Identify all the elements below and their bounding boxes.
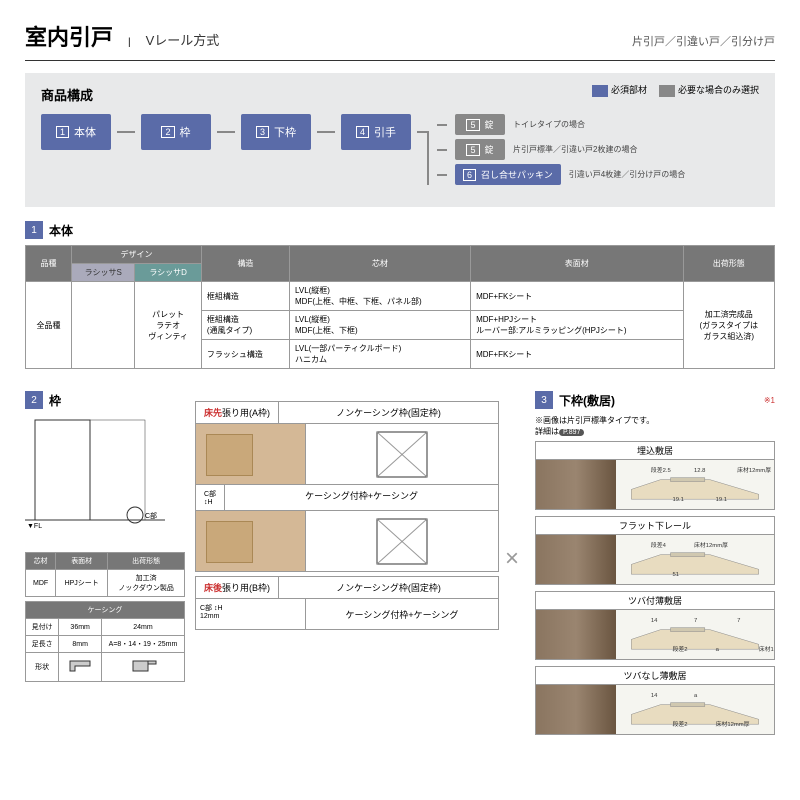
connector (317, 131, 335, 133)
connector (217, 131, 235, 133)
multiply-icon: × (499, 377, 525, 741)
branch-node-lock2: 5錠 (455, 139, 505, 160)
sec-num-3: 3 (535, 391, 553, 409)
frame-material-table: 芯材表面材出荷形態 MDFHPJシート加工済 ノックダウン製品 (25, 552, 185, 597)
sill-title: フラット下レール (535, 516, 775, 535)
sill-photo (536, 685, 616, 734)
svg-text:床材12mm厚: 床材12mm厚 (716, 720, 750, 728)
branch-node-lock1: 5錠 (455, 114, 505, 135)
svg-text:段差2: 段差2 (672, 645, 687, 653)
flow: 1本体 2枠 3下枠 4引手 5錠 トイレタイプの場合 5錠 (41, 114, 759, 191)
section-2-head: 2 枠 (25, 391, 185, 409)
sill-title: 埋込敷居 (535, 441, 775, 460)
branch-node-packing: 6召し合せパッキン (455, 164, 561, 185)
sill-photo (536, 460, 616, 509)
sill-diagram: 14段差27a7床材12mm厚 (616, 610, 774, 659)
legend-swatch-required (592, 85, 608, 97)
flow-node-1: 1本体 (41, 114, 111, 150)
svg-text:19.1: 19.1 (672, 497, 683, 503)
section-1-head: 1 本体 (25, 221, 775, 239)
title-main: 室内引戸 (25, 20, 113, 52)
sill-diagram: 段差2.5 19.1 12.8 19.1 床材12mm厚 (616, 460, 774, 509)
flow-node-4: 4引手 (341, 114, 411, 150)
frame-b-box: 床後張り用(B枠) ノンケーシング枠(固定枠) C部 ↕H12mm ケーシング付… (195, 576, 499, 630)
sill-diagram: 段差4 51 床材12mm厚 (616, 535, 774, 584)
title-sep: | (128, 37, 131, 48)
sill-list: 埋込敷居 段差2.5 19.1 12.8 19.1 床材12mm厚 フラット下レール 段… (535, 441, 775, 735)
page-header: 室内引戸 | Vレール方式 片引戸／引違い戸／引分け戸 (25, 20, 775, 61)
frame-photo (196, 511, 306, 571)
title-sub: Vレール方式 (146, 30, 220, 49)
svg-text:段差4: 段差4 (651, 541, 667, 549)
svg-text:C部: C部 (145, 511, 157, 520)
svg-text:12.8: 12.8 (694, 468, 706, 474)
svg-text:19.1: 19.1 (716, 497, 727, 503)
sill-title: ツバ付薄敷居 (535, 591, 775, 610)
svg-text:床材12mm厚: 床材12mm厚 (737, 466, 771, 474)
casing-table: ケーシング 見付け36mm24mm 足長さ8mmA=8・14・19・25mm 形… (25, 601, 185, 682)
sill-item: ツバ付薄敷居 14段差27a7床材12mm厚 (535, 591, 775, 660)
sill-photo (536, 535, 616, 584)
cross-section-icon (372, 514, 432, 569)
cross-section-icon (372, 427, 432, 482)
sill-photo (536, 610, 616, 659)
door-elevation-svg: ▼FL C部 (25, 415, 165, 545)
connector (117, 131, 135, 133)
svg-text:51: 51 (672, 572, 679, 578)
sill-diagram: 14 段差2 a 床材12mm厚 (616, 685, 774, 734)
casing-shape-a-icon (65, 656, 95, 676)
svg-text:14: 14 (651, 693, 658, 699)
flow-node-3: 3下枠 (241, 114, 311, 150)
sill-item: 埋込敷居 段差2.5 19.1 12.8 19.1 床材12mm厚 (535, 441, 775, 510)
frame-photo (196, 424, 306, 484)
casing-shape-b-icon (128, 656, 158, 676)
svg-text:段差2: 段差2 (672, 720, 687, 728)
svg-text:床材12mm厚: 床材12mm厚 (759, 645, 774, 653)
svg-text:段差2.5: 段差2.5 (651, 466, 672, 474)
branch: 5錠 トイレタイプの場合 5錠 片引戸標準／引違い戸2枚建の場合 6召し合せパッ… (417, 114, 685, 191)
legend: 必須部材 必要な場合のみ選択 (592, 83, 759, 97)
svg-text:床材12mm厚: 床材12mm厚 (694, 541, 728, 549)
branch-row: 5錠 片引戸標準／引違い戸2枚建の場合 (437, 139, 685, 160)
svg-text:7: 7 (694, 618, 697, 624)
sill-item: フラット下レール 段差4 51 床材12mm厚 (535, 516, 775, 585)
svg-text:a: a (694, 693, 698, 699)
composition-panel: 商品構成 必須部材 必要な場合のみ選択 1本体 2枠 3下枠 4引手 5錠 トイ… (25, 73, 775, 207)
svg-text:7: 7 (737, 618, 740, 624)
sec-num-2: 2 (25, 391, 43, 409)
table-body-spec: 品種 デザイン 構造 芯材 表面材 出荷形態 ラシッサS ラシッサD 全品種 パ… (25, 245, 775, 369)
frame-a-box: 床先張り用(A枠) ノンケーシング枠(固定枠) (195, 401, 499, 572)
section-3-head: 3 下枠(敷居) ※1 (535, 391, 775, 409)
flow-node-2: 2枠 (141, 114, 211, 150)
svg-text:▼FL: ▼FL (27, 523, 42, 530)
branch-row: 6召し合せパッキン 引違い戸4枚建／引分け戸の場合 (437, 164, 685, 185)
branch-row: 5錠 トイレタイプの場合 (437, 114, 685, 135)
sill-title: ツバなし薄敷居 (535, 666, 775, 685)
svg-text:14: 14 (651, 618, 658, 624)
sill-item: ツバなし薄敷居 14 段差2 a 床材12mm厚 (535, 666, 775, 735)
title-right: 片引戸／引違い戸／引分け戸 (632, 33, 775, 49)
sill-note: ※画像は片引戸標準タイプです。 詳細はP.897 (535, 415, 775, 437)
legend-swatch-optional (659, 85, 675, 97)
sec-num-1: 1 (25, 221, 43, 239)
